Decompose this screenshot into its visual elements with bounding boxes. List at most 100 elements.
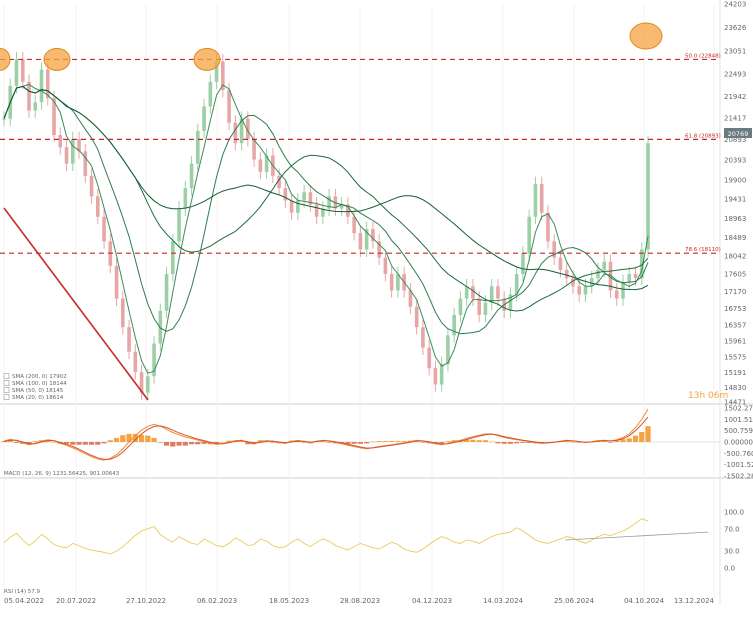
legend-entry-2: SMA (50, 0) 18145	[12, 388, 64, 394]
macd-histogram-bar	[270, 442, 276, 443]
candle-body	[364, 229, 369, 250]
macd-histogram-bar	[120, 435, 126, 442]
candle-body	[89, 175, 94, 197]
rsi-trendline	[564, 531, 709, 541]
candle-body	[646, 143, 650, 250]
x-tick-1: 20.07.2022	[56, 597, 96, 605]
macd-histogram-bar	[13, 442, 20, 443]
current-price-tag: 20769	[724, 128, 752, 138]
legend-swatch-0	[3, 373, 10, 379]
macd-histogram-bar	[476, 440, 482, 442]
current-price-badge	[724, 128, 752, 138]
candle-body	[152, 343, 156, 377]
candle-body	[546, 212, 550, 242]
candle-body	[202, 106, 206, 131]
rsi-tick-3: 0.0	[724, 565, 735, 573]
candle-body	[527, 216, 532, 254]
price-tick-10: 18963	[724, 215, 746, 223]
macd-histogram-bar	[464, 439, 470, 442]
macd-histogram-bar	[445, 441, 451, 442]
candle-body	[139, 372, 144, 393]
macd-histogram-bar	[482, 440, 489, 442]
macd-histogram-bar	[601, 441, 607, 442]
rsi-tick-1: 70.0	[724, 525, 740, 533]
sma-line-1	[3, 85, 649, 335]
macd-tick-5: -1001.52	[724, 461, 753, 469]
macd-histogram-bar	[63, 442, 70, 444]
x-tick-2: 27.10.2022	[126, 597, 166, 605]
fib-level-label-0: 50.0 (22848)	[685, 53, 721, 59]
price-tick-16: 16357	[724, 321, 746, 329]
sma-line-2	[3, 85, 649, 312]
macd-histogram-bar	[439, 442, 445, 444]
macd-histogram-bar	[226, 440, 232, 442]
candle-body	[471, 286, 475, 299]
candle-body	[321, 208, 325, 217]
macd-histogram-bar	[370, 441, 376, 443]
candle-body	[289, 200, 294, 213]
macd-histogram-bar	[364, 442, 370, 444]
candle-body	[114, 265, 119, 299]
candle-body	[452, 314, 456, 336]
rsi-y-axis: 100.0 70.0 30.0 0.0	[724, 509, 744, 573]
candle-body	[58, 134, 63, 148]
macd-histogram-bar	[188, 442, 195, 445]
candle-body	[596, 269, 600, 279]
candle-body	[221, 61, 225, 91]
macd-tick-4: -500.760	[724, 450, 753, 458]
macd-histogram-bar	[76, 442, 82, 445]
price-tick-12: 18042	[724, 252, 746, 260]
price-tick-1: 23626	[724, 24, 747, 32]
macd-panel	[0, 408, 720, 461]
macd-histogram-bar	[201, 442, 207, 444]
candle-body	[314, 204, 319, 217]
macd-histogram-bar	[95, 442, 101, 445]
x-tick-6: 04.12.2023	[412, 597, 452, 605]
sma-line-3	[3, 85, 649, 291]
macd-histogram-bar	[614, 440, 620, 442]
legend-entry-0: SMA (200, 0) 17902	[12, 374, 67, 380]
candle-body	[608, 261, 613, 291]
candle-body	[171, 241, 175, 275]
candle-body	[45, 69, 50, 99]
candle-body	[389, 274, 394, 291]
candle-body	[246, 118, 250, 140]
candle-body	[602, 261, 607, 270]
macd-histogram-bar	[220, 442, 226, 443]
macd-histogram-bar	[88, 442, 95, 445]
candle-body	[446, 335, 450, 365]
candle-body	[377, 241, 381, 258]
candle-body	[427, 347, 431, 369]
macd-histogram-bar	[51, 442, 57, 443]
candle-body	[627, 274, 632, 283]
candle-body	[27, 81, 31, 111]
macd-histogram-bar	[32, 441, 38, 442]
legend-swatch-3	[3, 394, 10, 400]
macd-histogram-bar	[520, 442, 526, 443]
candle-body	[483, 302, 488, 315]
sma-lines	[3, 83, 649, 374]
candle-body	[583, 286, 588, 295]
macd-histogram-bar	[132, 433, 138, 442]
candle-body	[239, 118, 244, 144]
highlight-circles	[0, 22, 663, 71]
macd-histogram-bar	[238, 441, 245, 442]
candle-body	[621, 282, 625, 299]
macd-histogram-bar	[545, 442, 551, 443]
highlight-circle-1	[43, 47, 71, 71]
legend-swatch-2	[3, 387, 10, 393]
macd-histogram-bar	[126, 433, 132, 442]
candle-body	[383, 257, 388, 275]
macd-histogram-bar	[145, 435, 151, 442]
macd-histogram-bar	[151, 437, 157, 442]
price-tick-7: 20393	[724, 156, 746, 164]
price-tick-2: 23051	[724, 48, 746, 56]
candle-body	[396, 274, 400, 291]
candle-body	[296, 200, 300, 213]
candle-body	[496, 286, 500, 299]
macd-histogram-bar	[138, 434, 145, 442]
macd-histogram-bar	[495, 442, 501, 444]
x-tick-3: 06.02.2023	[197, 597, 237, 605]
price-tick-9: 19431	[724, 196, 746, 204]
candle-body	[414, 306, 419, 328]
